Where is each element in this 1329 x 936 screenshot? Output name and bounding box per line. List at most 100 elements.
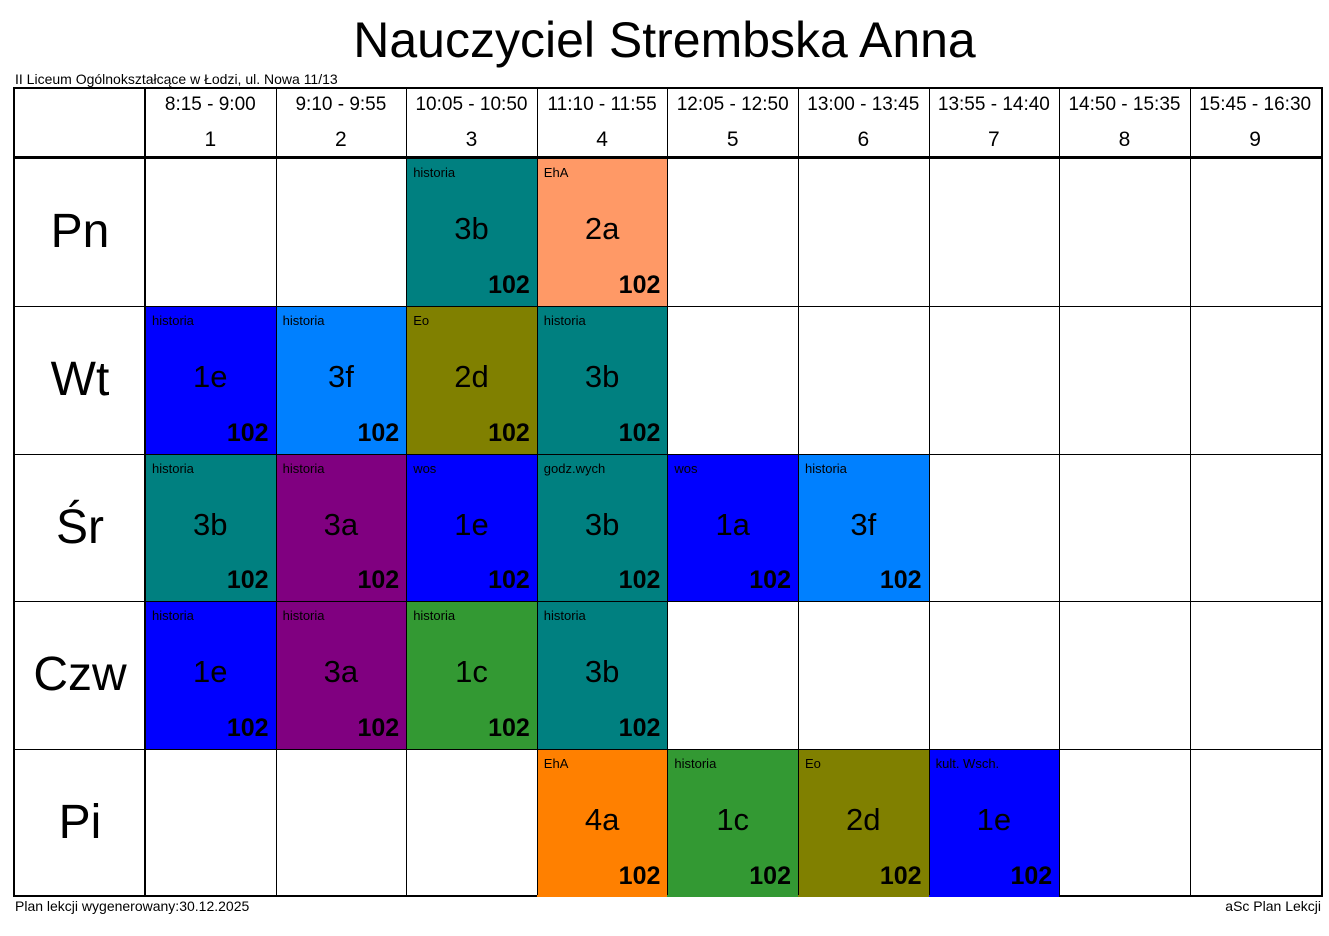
day-label: Wt (50, 352, 110, 406)
period-time: 11:10 - 11:55 (547, 94, 657, 115)
lesson-cell: kult. Wsch. 1e 102 (928, 749, 1060, 897)
lesson-class: 1c (716, 802, 750, 838)
lesson-subject: historia (152, 608, 194, 624)
lesson-class: 2d (846, 802, 881, 838)
lesson-subject: wos (674, 460, 698, 476)
period-time: 15:45 - 16:30 (1199, 94, 1312, 115)
lesson-class: 1c (455, 654, 488, 690)
lesson-cell: historia 3f 102 (798, 453, 929, 602)
lesson-room: 102 (618, 861, 661, 890)
lesson-cell: EhA 2a 102 (536, 158, 668, 306)
lesson-class: 3f (850, 506, 877, 542)
grid-row-line (15, 156, 1321, 159)
lesson-class: 4a (584, 802, 620, 838)
period-time: 13:55 - 14:40 (937, 94, 1050, 115)
period-time: 9:10 - 9:55 (295, 94, 387, 115)
lesson-subject: wos (413, 460, 437, 476)
period-number: 5 (726, 128, 739, 151)
lesson-room: 102 (879, 861, 922, 890)
lesson-subject: historia (152, 460, 194, 476)
lesson-class: 1e (193, 654, 228, 690)
lesson-subject: historia (282, 608, 325, 624)
grid-column-line (144, 89, 146, 895)
lesson-subject: historia (543, 312, 586, 328)
lesson-cell: historia 1e 102 (145, 601, 276, 750)
lesson-subject: historia (282, 312, 325, 328)
lesson-room: 102 (618, 566, 661, 595)
period-number: 2 (335, 128, 347, 151)
period-number: 9 (1249, 128, 1261, 151)
lesson-cell: historia 3a 102 (275, 601, 407, 750)
grid-row-line (15, 453, 1321, 455)
grid-column-line (667, 89, 669, 895)
lesson-class: 1a (715, 506, 750, 542)
lesson-room: 102 (879, 566, 922, 595)
lesson-cell: historia 1c 102 (406, 601, 537, 750)
lesson-subject: historia (805, 460, 847, 476)
timetable-grid: historia 3b 102 EhA 2a 102 historia 1e 102 histor… (13, 87, 1323, 897)
lesson-room: 102 (357, 566, 400, 595)
lesson-room: 102 (488, 270, 530, 299)
grid-column-line (798, 89, 799, 895)
period-number: 4 (596, 128, 608, 151)
page-title: Nauczyciel Strembska Anna (353, 12, 976, 68)
grid-column-line (275, 89, 277, 895)
lesson-cell: historia 3a 102 (275, 453, 407, 602)
lesson-subject: historia (413, 608, 456, 624)
lesson-class: 1e (454, 506, 489, 542)
day-label: Pn (50, 204, 110, 258)
lesson-class: 2a (584, 211, 620, 246)
lesson-subject: Eo (805, 756, 821, 772)
lesson-class: 3f (327, 358, 354, 394)
lesson-cell: historia 3b 102 (145, 453, 276, 602)
lesson-room: 102 (1010, 861, 1053, 890)
period-time: 10:05 - 10:50 (415, 94, 528, 115)
period-time: 12:05 - 12:50 (676, 94, 789, 115)
generated-date: Plan lekcji wygenerowany:30.12.2025 (15, 898, 250, 914)
lesson-class: 1e (976, 802, 1012, 838)
lesson-cell: historia 3b 102 (406, 158, 537, 306)
lesson-room: 102 (488, 566, 530, 595)
lesson-room: 102 (618, 270, 661, 299)
lesson-room: 102 (226, 714, 269, 743)
grid-column-line (928, 89, 930, 895)
grid-column-line (1189, 89, 1191, 895)
lesson-cell: historia 3f 102 (275, 305, 407, 454)
lesson-class: 1e (193, 358, 228, 394)
lesson-cell: historia 1c 102 (667, 749, 798, 897)
lesson-room: 102 (488, 418, 530, 447)
lesson-cell: historia 1e 102 (145, 305, 276, 454)
lesson-cell: historia 3b 102 (536, 601, 668, 750)
lesson-class: 3b (454, 211, 489, 246)
school-name: II Liceum Ogólnokształcące w Łodzi, ul. … (15, 71, 338, 87)
period-time: 8:15 - 9:00 (164, 94, 256, 115)
grid-column-line (406, 89, 408, 895)
lesson-class: 3b (584, 506, 620, 542)
lesson-subject: EhA (543, 756, 569, 772)
lesson-class: 2d (454, 358, 489, 394)
lesson-subject: historia (674, 756, 717, 772)
lesson-cell: historia 3b 102 (536, 305, 668, 454)
period-time: 14:50 - 15:35 (1068, 94, 1181, 115)
lesson-class: 3a (323, 654, 359, 690)
period-number: 7 (988, 128, 1000, 151)
lesson-cell: godz.wych 3b 102 (536, 453, 668, 602)
lesson-room: 102 (749, 566, 791, 595)
brand-label: aSc Plan Lekcji (1225, 898, 1321, 914)
grid-column-line (536, 89, 538, 895)
period-number: 8 (1118, 128, 1131, 151)
period-number: 6 (857, 128, 870, 151)
grid-row-line (15, 601, 1321, 603)
lesson-class: 3b (193, 506, 228, 542)
lesson-subject: kult. Wsch. (935, 756, 1000, 772)
lesson-room: 102 (226, 566, 269, 595)
day-label: Czw (33, 648, 127, 702)
lesson-cell: Eo 2d 102 (406, 305, 537, 454)
grid-row-line (15, 749, 1321, 751)
lesson-room: 102 (488, 714, 530, 743)
grid-row-line (15, 305, 1321, 307)
lesson-room: 102 (357, 714, 400, 743)
lesson-subject: historia (543, 608, 586, 624)
lesson-subject: historia (152, 312, 194, 328)
day-label: Pi (58, 796, 102, 850)
